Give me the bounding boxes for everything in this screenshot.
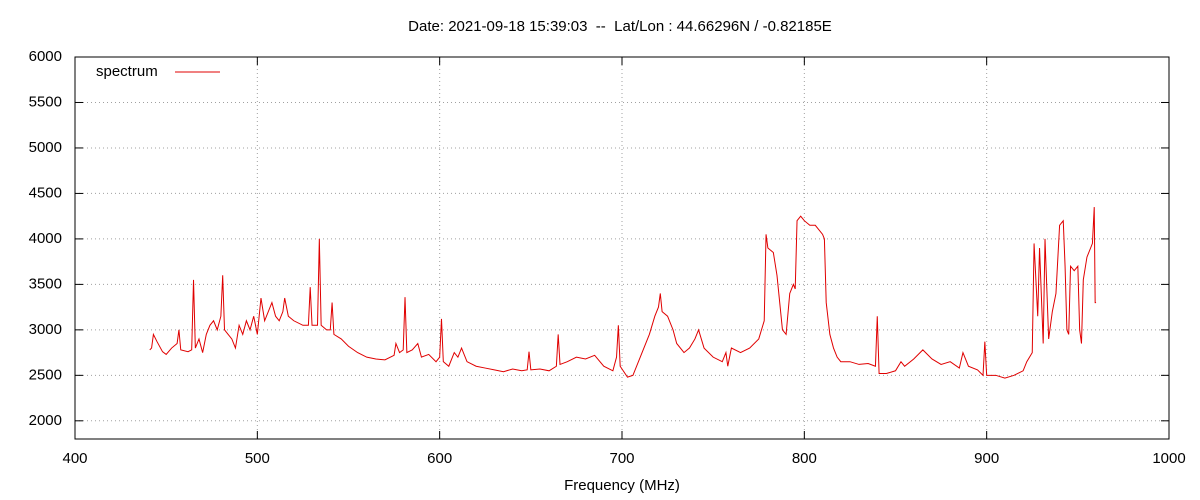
chart-title: Date: 2021-09-18 15:39:03 -- Lat/Lon : 4… [408, 18, 832, 35]
x-tick-label: 600 [427, 450, 452, 467]
x-tick-label: 800 [792, 450, 817, 467]
y-tick-label: 4500 [29, 184, 62, 201]
y-tick-label: 3500 [29, 275, 62, 292]
x-tick-label: 400 [62, 450, 87, 467]
spectrum-line [149, 207, 1097, 379]
y-tick-label: 2500 [29, 366, 62, 383]
x-tick-label: 500 [245, 450, 270, 467]
x-axis-label: Frequency (MHz) [564, 477, 680, 494]
plot-frame [74, 56, 1170, 440]
x-tick-label: 1000 [1152, 450, 1185, 467]
y-tick-label: 2000 [29, 412, 62, 429]
legend-label: spectrum [96, 63, 158, 80]
x-tick-label: 700 [609, 450, 634, 467]
y-tick-label: 6000 [29, 48, 62, 65]
y-tick-label: 3000 [29, 321, 62, 338]
y-tick-label: 5000 [29, 139, 62, 156]
y-tick-label: 4000 [29, 230, 62, 247]
x-tick-label: 900 [974, 450, 999, 467]
y-tick-label: 5500 [29, 93, 62, 110]
